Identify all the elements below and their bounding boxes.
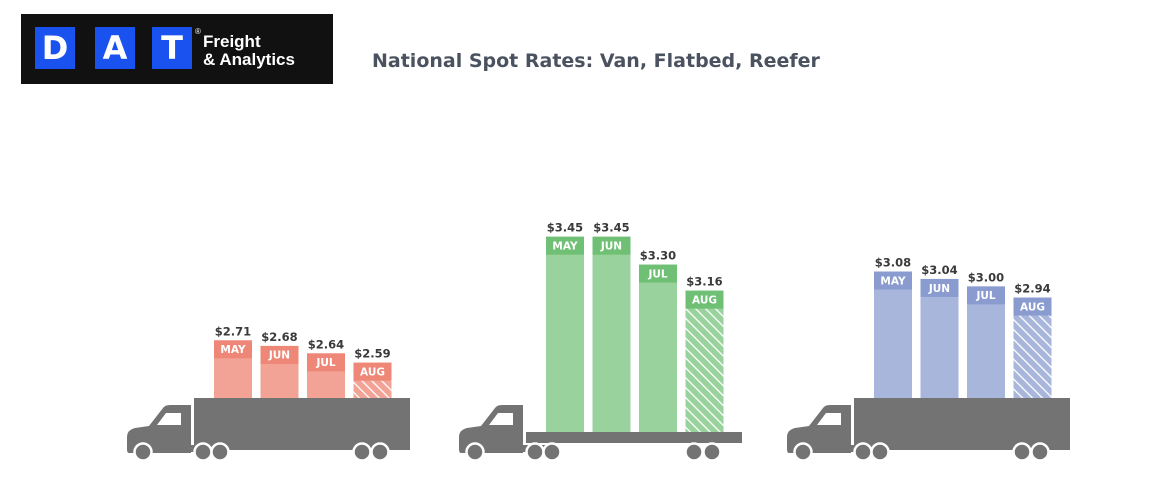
month-label-flatbed-jun: JUN <box>600 241 622 253</box>
truck-window-reefer <box>817 413 841 425</box>
truck-wheel-reefer-3 <box>870 442 890 462</box>
logo-registered-mark: ® <box>195 27 201 36</box>
truck-wheel-reefer-4 <box>1012 442 1032 462</box>
bar-hatch-van-aug <box>353 380 392 398</box>
bar-group-reefer: MAY $3.08 JUN $3.04 JUL $3.00 AUG $2.94 <box>874 256 1052 398</box>
bar-label-tab-van-jul <box>307 353 345 372</box>
bar-label-tab-van-jun <box>260 345 299 364</box>
bar-reefer-jun <box>920 278 959 398</box>
value-label-reefer-may: $3.08 <box>875 256 911 270</box>
chart-title: National Spot Rates: Van, Flatbed, Reefe… <box>372 50 820 72</box>
bar-label-tab-flatbed-jun <box>592 236 631 255</box>
value-label-van-jul: $2.64 <box>308 337 344 351</box>
truck-wheel-reefer-2 <box>853 442 873 462</box>
value-label-reefer-aug: $2.94 <box>1014 282 1050 296</box>
month-label-reefer-jul: JUL <box>975 290 995 302</box>
bar-reefer-may <box>874 271 912 398</box>
bar-label-tab-van-aug <box>353 362 392 381</box>
truck-wheel-flatbed-5 <box>702 442 722 462</box>
truck-deck-flatbed <box>526 432 742 443</box>
month-label-van-may: MAY <box>220 344 246 356</box>
bar-label-tab-reefer-jul <box>967 286 1005 305</box>
bar-flatbed-jul <box>639 264 677 432</box>
month-label-van-jun: JUN <box>268 350 290 362</box>
month-label-flatbed-jul: JUL <box>647 268 667 280</box>
truck-window-flatbed <box>489 413 513 425</box>
bar-label-tab-flatbed-aug <box>685 290 724 309</box>
value-label-reefer-jun: $3.04 <box>921 263 957 277</box>
value-label-flatbed-jun: $3.45 <box>593 221 629 235</box>
bar-label-tab-van-may <box>214 340 252 359</box>
bar-hatch-flatbed-aug <box>685 308 724 432</box>
truck-wheel-van-1 <box>133 442 153 462</box>
month-label-reefer-aug: AUG <box>1020 301 1045 313</box>
bar-flatbed-may <box>546 236 584 432</box>
truck-wheel-reefer-5 <box>1030 442 1050 462</box>
bar-hatch-reefer-aug <box>1013 315 1052 398</box>
value-label-flatbed-aug: $3.16 <box>686 275 722 289</box>
value-label-flatbed-may: $3.45 <box>547 221 583 235</box>
bar-label-tab-reefer-may <box>874 271 912 290</box>
month-label-reefer-may: MAY <box>880 275 906 287</box>
trucks <box>127 398 1070 462</box>
truck-wheel-van-3 <box>210 442 230 462</box>
bar-group-flatbed: MAY $3.45 JUN $3.45 JUL $3.30 AUG $3.16 <box>546 221 724 432</box>
logo-line-analytics: & Analytics <box>203 50 295 69</box>
value-label-reefer-jul: $3.00 <box>968 270 1004 284</box>
truck-flatbed <box>459 405 742 462</box>
bar-groups: MAY $2.71 JUN $2.68 JUL $2.64 AUG $2.59 MAY $3.45… <box>214 221 1052 432</box>
truck-wheel-van-4 <box>352 442 372 462</box>
value-label-van-may: $2.71 <box>215 324 251 338</box>
dat-logo: D A T ® Freight & Analytics <box>21 14 333 84</box>
value-label-van-aug: $2.59 <box>354 347 390 361</box>
truck-reefer <box>787 398 1070 462</box>
truck-wheel-flatbed-2 <box>525 442 545 462</box>
bar-label-tab-reefer-aug <box>1013 297 1052 316</box>
logo-letter-a: A <box>95 27 135 69</box>
truck-wheel-flatbed-3 <box>542 442 562 462</box>
month-label-flatbed-aug: AUG <box>692 294 717 306</box>
truck-trailer-van <box>194 398 410 450</box>
truck-wheel-van-5 <box>370 442 390 462</box>
month-label-reefer-jun: JUN <box>928 283 950 295</box>
month-label-flatbed-may: MAY <box>552 241 578 253</box>
bar-flatbed-jun <box>592 236 631 432</box>
logo-letter-t: T <box>152 27 192 69</box>
logo-line-freight: Freight <box>203 32 261 51</box>
value-label-flatbed-jul: $3.30 <box>640 249 676 263</box>
truck-wheel-flatbed-4 <box>684 442 704 462</box>
logo-letter-d: D <box>35 27 75 69</box>
truck-wheel-flatbed-1 <box>465 442 485 462</box>
value-label-van-jun: $2.68 <box>261 330 297 344</box>
month-label-van-jul: JUL <box>315 357 335 369</box>
bar-label-tab-reefer-jun <box>920 278 959 297</box>
bar-label-tab-flatbed-jul <box>639 264 677 283</box>
bar-label-tab-flatbed-may <box>546 236 584 255</box>
truck-window-van <box>157 413 181 425</box>
truck-wheel-van-2 <box>193 442 213 462</box>
truck-trailer-reefer <box>854 398 1070 450</box>
month-label-van-aug: AUG <box>360 366 385 378</box>
truck-van <box>127 398 410 462</box>
bar-group-van: MAY $2.71 JUN $2.68 JUL $2.64 AUG $2.59 <box>214 324 392 398</box>
truck-wheel-reefer-1 <box>793 442 813 462</box>
bar-reefer-jul <box>967 286 1005 398</box>
